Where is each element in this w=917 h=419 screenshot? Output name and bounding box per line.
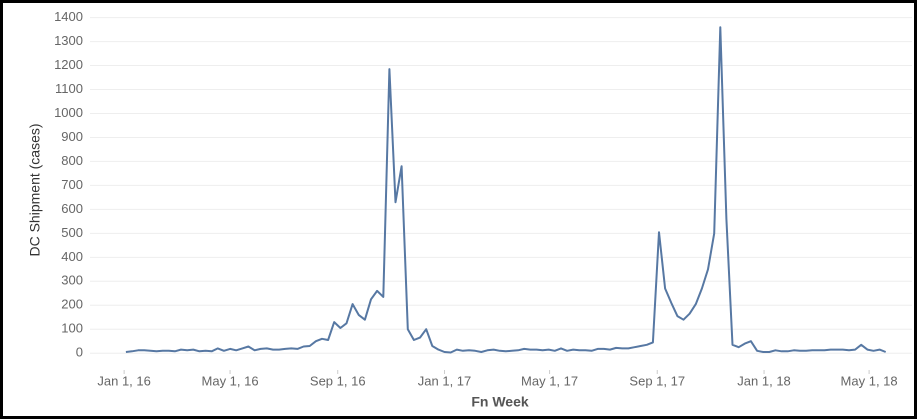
x-tick-label: Sep 1, 16 (310, 373, 366, 388)
x-tick-label: May 1, 16 (202, 373, 259, 388)
y-tick-label: 300 (61, 273, 83, 288)
x-axis-title: Fn Week (471, 394, 529, 410)
x-tick-label: May 1, 18 (841, 373, 898, 388)
y-axis-title: DC Shipment (cases) (27, 123, 43, 256)
y-tick-label: 200 (61, 297, 83, 312)
line (125, 26, 887, 354)
y-tick-label: 400 (61, 249, 83, 264)
y-tick-label: 1300 (54, 33, 83, 48)
x-tick-label: Jan 1, 18 (737, 373, 791, 388)
y-tick-label: 100 (61, 321, 83, 336)
x-tick-label: May 1, 17 (521, 373, 578, 388)
y-tick-label: 1100 (55, 81, 83, 96)
y-tick-label: 700 (61, 177, 83, 192)
y-tick-label: 0 (76, 345, 83, 360)
x-tick-label: Jan 1, 17 (418, 373, 472, 388)
y-tick-label: 1000 (54, 105, 83, 120)
y-tick-label: 900 (61, 129, 83, 144)
x-tick-label: Jan 1, 16 (97, 373, 151, 388)
y-tick-label: 1400 (54, 9, 83, 24)
x-tick-label: Sep 1, 17 (629, 373, 685, 388)
y-tick-label: 1200 (54, 57, 83, 72)
y-tick-label: 500 (61, 225, 83, 240)
y-tick-label: 800 (61, 153, 83, 168)
y-tick-label: 600 (61, 201, 83, 216)
